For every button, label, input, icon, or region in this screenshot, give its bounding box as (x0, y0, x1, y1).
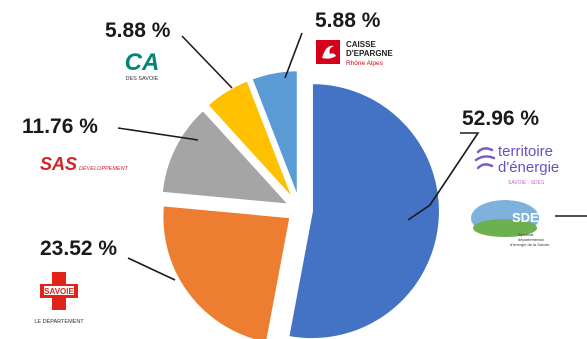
value-label-territoire: 52.96 % (462, 107, 539, 130)
slice-sas (160, 108, 292, 206)
leader-line-ce (284, 32, 303, 79)
value-label-ca: 5.88 % (105, 19, 171, 42)
sdes-sub1: Syndicat (518, 232, 534, 237)
slice-ce (250, 69, 299, 199)
ca-name: CA (125, 49, 160, 76)
value-label-sas: 11.76 % (22, 115, 98, 138)
territoire-energie-logo: territoire d'énergie SAVOIE · SDES (474, 143, 559, 186)
territoire-tag: SAVOIE · SDES (508, 180, 545, 186)
territoire-wave-icon (474, 147, 496, 170)
savoie-sub: LE DÉPARTEMENT (34, 318, 84, 325)
pie-slices (160, 69, 441, 339)
territoire-line2: d'énergie (498, 159, 559, 176)
territoire-line1: territoire (498, 143, 553, 160)
sdes-logo: SDES Syndicat départemental d'énergie de… (471, 200, 550, 247)
sas-name: SAS (40, 154, 77, 174)
sas-sub: DÉVELOPPEMENT (79, 165, 129, 172)
sas-developpement-logo: SAS DÉVELOPPEMENT (40, 154, 129, 174)
savoie-departement-logo: SAVOIE LE DÉPARTEMENT (34, 272, 84, 325)
value-label-savoie: 23.52 % (40, 237, 117, 260)
ce-line3: Rhône Alpes (346, 60, 384, 67)
ca-sub: DES SAVOIE (126, 76, 159, 82)
slice-territoire (287, 82, 441, 339)
leader-line-sas (117, 127, 199, 141)
credit-agricole-logo: CA DES SAVOIE (125, 49, 160, 82)
leader-line-ca (181, 35, 233, 89)
savoie-name: SAVOIE (44, 287, 74, 296)
leader-line-savoie (127, 257, 176, 281)
sdes-sub3: d'énergie de la Savoie (510, 242, 550, 247)
caisse-epargne-logo: CAISSE D'EPARGNE Rhône Alpes (316, 40, 393, 67)
leader-lines (117, 32, 587, 281)
sdes-name: SDES (512, 210, 548, 225)
value-label-ce: 5.88 % (315, 9, 381, 32)
ce-line2: D'EPARGNE (346, 49, 393, 58)
slice-savoie (161, 204, 292, 339)
sdes-sub2: départemental (518, 237, 544, 242)
slice-ca (206, 79, 295, 201)
leader-line-territoire (407, 132, 480, 221)
ce-line1: CAISSE (346, 40, 376, 49)
